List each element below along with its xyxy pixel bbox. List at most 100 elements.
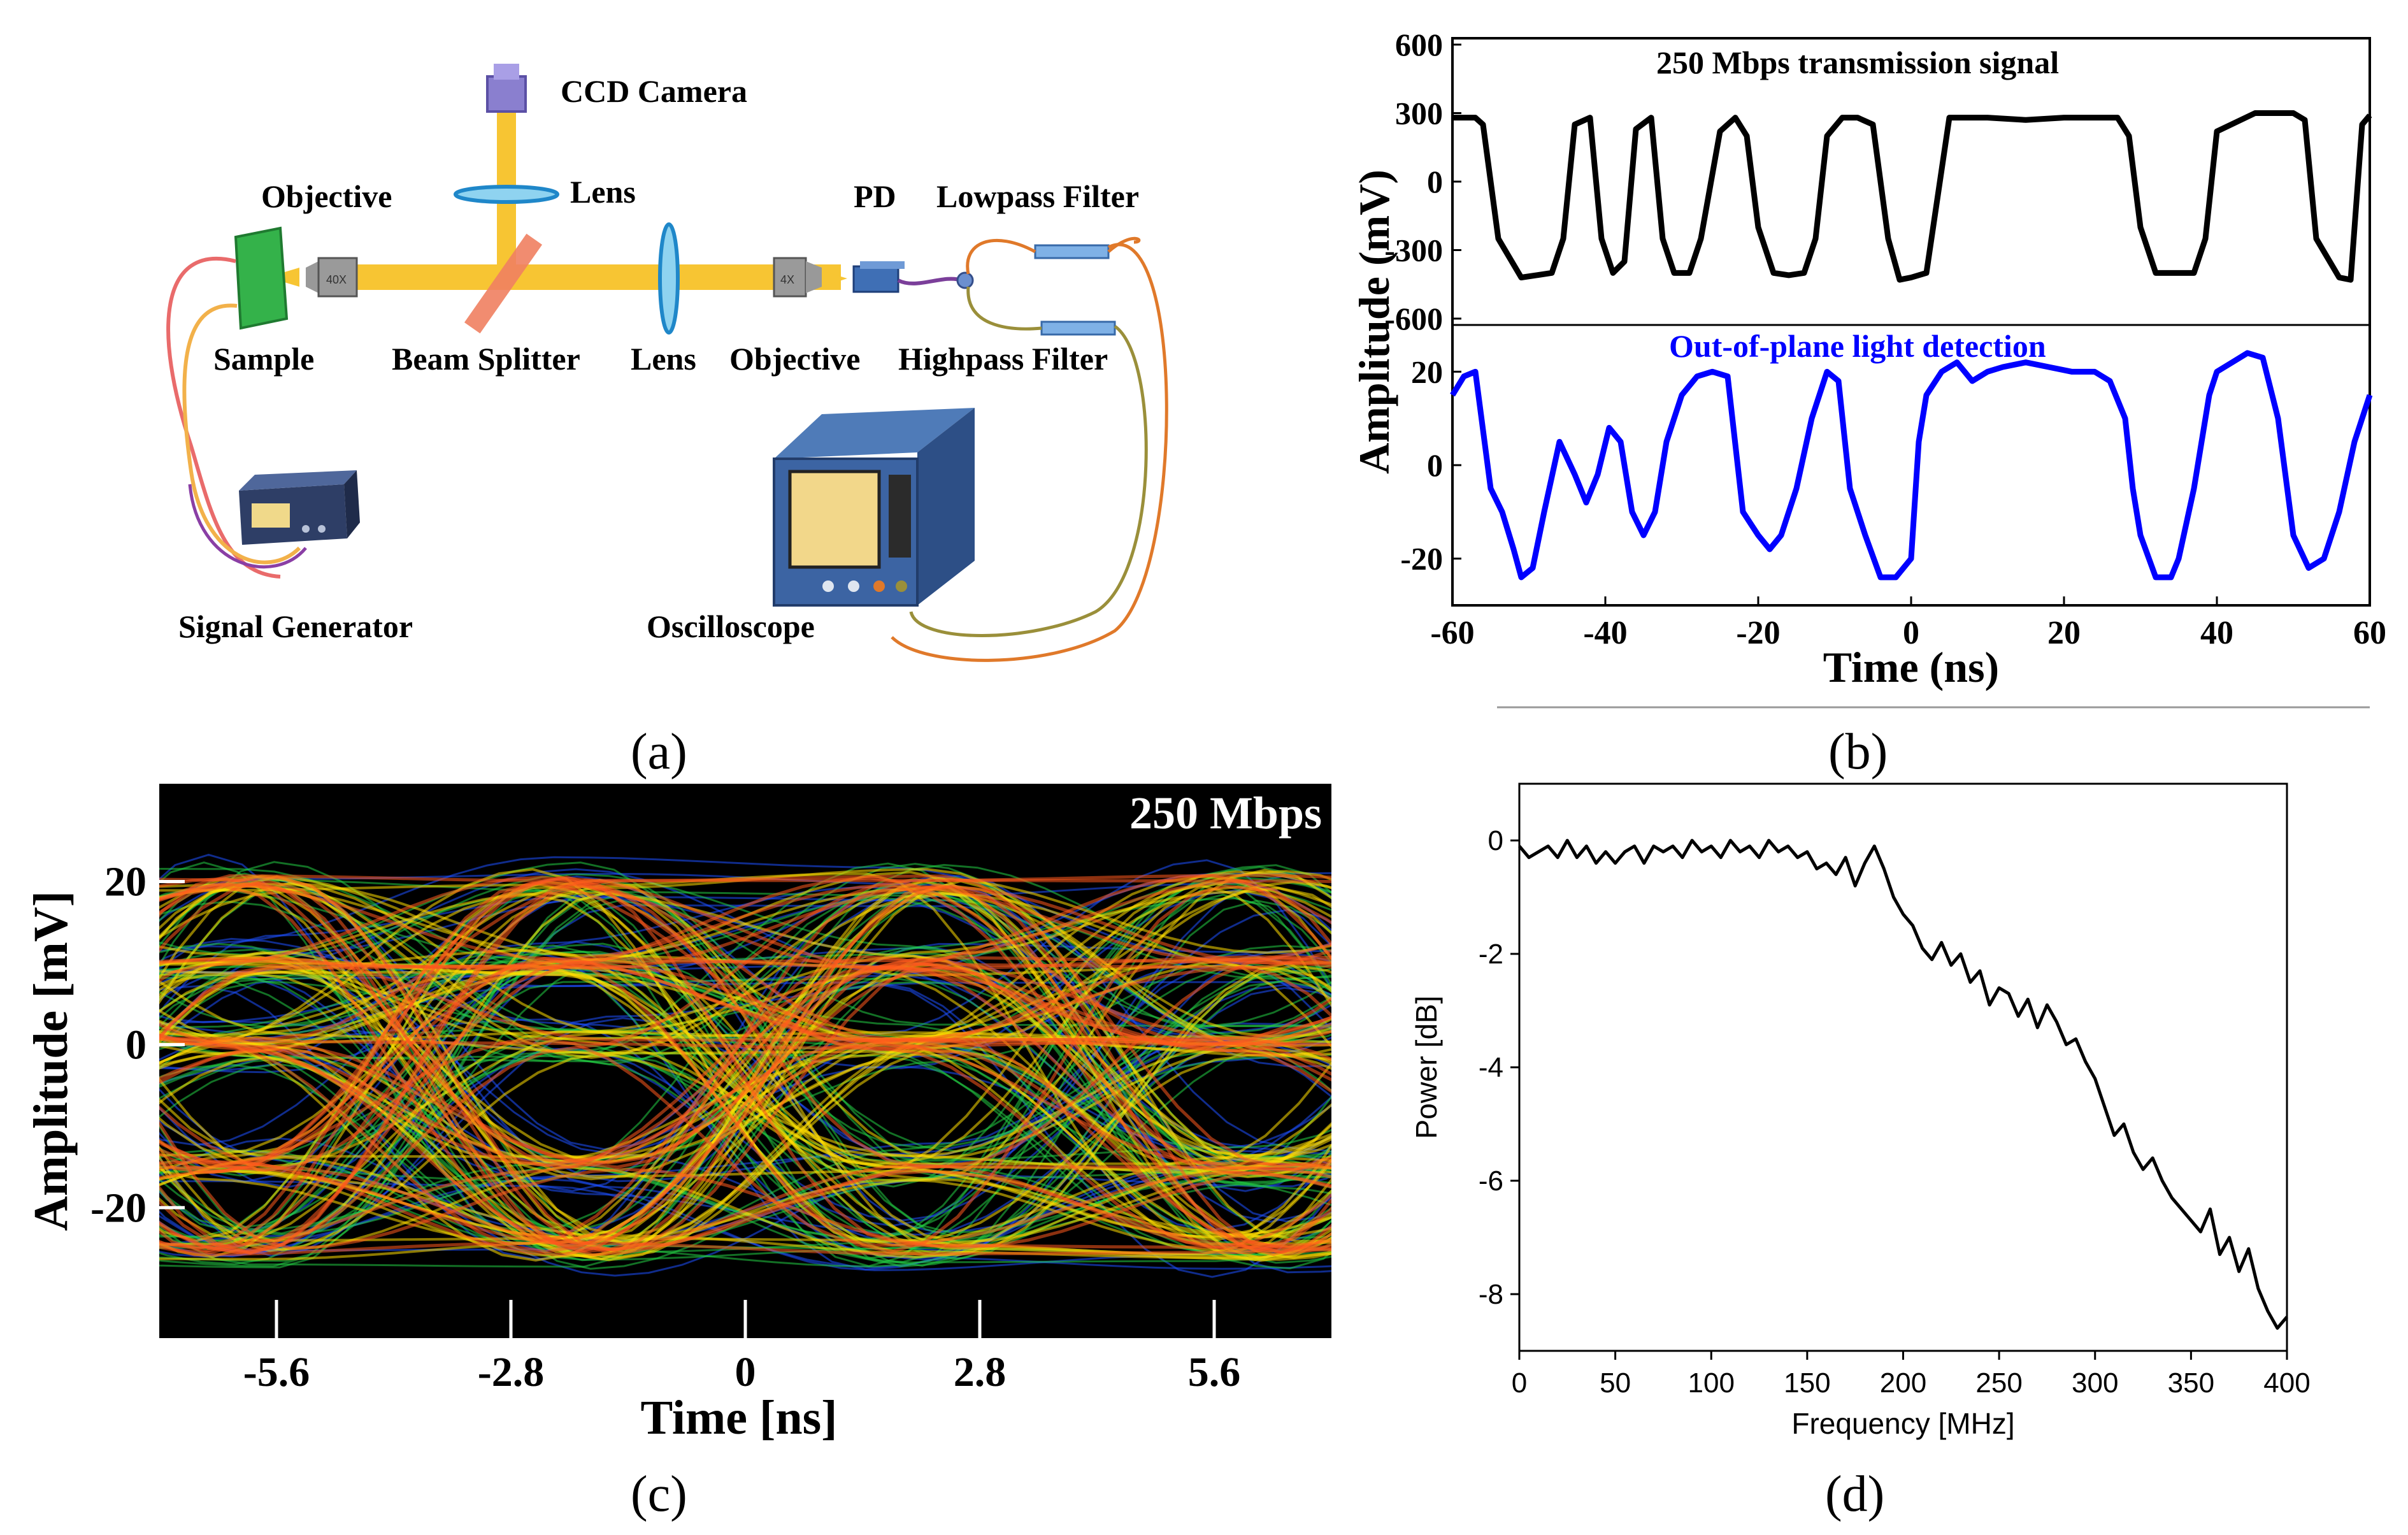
eye-trace-2 [159, 876, 1331, 1165]
eye-trace-0 [159, 886, 1331, 1098]
series-line-out-of-plane [1450, 350, 2373, 580]
eye-trace-2 [159, 880, 1331, 1260]
eye-trace-1 [159, 872, 1331, 1231]
eye-trace-3 [159, 1120, 1331, 1250]
caption-b: (b) [1828, 724, 1888, 780]
eye-trace-1 [159, 964, 1331, 1260]
y-tick-label: 20 [1411, 354, 1443, 389]
y-tick-label: 0 [1427, 164, 1443, 199]
eye-trace-2 [159, 884, 1331, 1178]
setup-diagram: CCD Camera Lens Beam Splitter Lens Sampl… [166, 64, 1168, 662]
x-tick-label: 2.8 [954, 1349, 1007, 1395]
eye-trace-3 [159, 1037, 1331, 1167]
eye-trace-2 [159, 877, 1331, 1241]
eye-trace-3 [159, 881, 1331, 1253]
lens-mid-icon [658, 222, 680, 335]
y-tick-label: 300 [1395, 96, 1443, 131]
x-tick-label: 40 [2200, 615, 2233, 651]
y-tick-label: -2 [1479, 939, 1503, 970]
eye-trace-3 [159, 961, 1331, 1257]
oscilloscope-icon [773, 408, 975, 607]
eye-trace-3 [159, 877, 1331, 1189]
eye-trace-3 [159, 1033, 1331, 1256]
chart-title: 250 Mbps [1129, 788, 1322, 839]
eye-trace-2 [159, 964, 1331, 1165]
eye-trace-2 [159, 957, 1331, 1262]
eye-trace-2 [159, 881, 1331, 1245]
eye-trace-0 [159, 890, 1331, 1255]
beam-to-pd [822, 271, 847, 287]
eye-trace-3 [159, 955, 1331, 1172]
legend-transmission: 250 Mbps transmission signal [1656, 45, 2059, 80]
x-tick-label: 0 [735, 1349, 756, 1395]
eye-trace-3 [159, 958, 1331, 1246]
eye-trace-1 [159, 944, 1331, 1236]
label-pd: PD [854, 178, 896, 214]
eye-trace-0 [159, 904, 1331, 1188]
eye-trace-3 [159, 877, 1331, 1253]
eye-trace-0 [159, 909, 1331, 1183]
eye-trace-3 [159, 876, 1331, 1253]
label-sample: Sample [213, 341, 314, 377]
y-axis-title: Amplitude [mV] [24, 891, 78, 1231]
y-tick-label: -20 [90, 1185, 147, 1231]
y-tick-label: 0 [1427, 447, 1443, 483]
label-lens-top: Lens [570, 174, 636, 210]
x-tick-label: 20 [2047, 615, 2081, 651]
eye-trace-2 [159, 891, 1331, 1253]
eye-trace-2 [159, 945, 1331, 1046]
eye-trace-3 [159, 1034, 1331, 1248]
eye-trace-3 [159, 874, 1331, 1255]
y-tick-label: 0 [1488, 825, 1503, 856]
eye-trace-2 [159, 967, 1331, 1239]
x-tick-label: -60 [1430, 615, 1474, 651]
x-tick-label: 150 [1784, 1367, 1830, 1399]
eye-trace-3 [159, 876, 1331, 1052]
y-tick-label: -6 [1479, 1165, 1503, 1197]
eye-trace-2 [159, 955, 1331, 1179]
highpass-filter-icon [1040, 321, 1116, 336]
pd-cable [897, 277, 963, 285]
eye-trace-3 [159, 956, 1331, 1254]
beam-splitter-icon [464, 233, 543, 334]
caption-d: (d) [1825, 1466, 1885, 1522]
x-axis-title: Time (ns) [1823, 643, 1999, 691]
eye-trace-1 [159, 861, 1331, 1268]
eye-trace-2 [159, 882, 1331, 1244]
chart-b: -60 -40 -20 0 20 40 60 600 300 0 -300 -600 20 0 -20 Tim… [1350, 27, 2386, 709]
eye-trace-1 [159, 873, 1331, 1170]
eye-trace-3 [159, 881, 1331, 1257]
eye-trace-3 [159, 879, 1331, 1257]
cable-sample-2 [182, 303, 301, 565]
eye-trace-3 [159, 879, 1331, 1254]
y-axis-title: Power [dB] [1410, 996, 1443, 1139]
eye-trace-1 [159, 979, 1331, 1250]
x-axis-title: Time [ns] [641, 1391, 838, 1445]
x-tick-label: 50 [1600, 1367, 1631, 1399]
y-tick-label: -600 [1384, 301, 1443, 336]
label-objective-left: Objective [261, 178, 392, 214]
lowpass-filter-icon [1034, 244, 1110, 259]
x-tick-label: 5.6 [1188, 1349, 1241, 1395]
x-tick-label: -40 [1583, 615, 1627, 651]
y-tick-label: -8 [1479, 1279, 1503, 1310]
signal-generator-icon [239, 470, 360, 545]
eye-trace-1 [159, 953, 1331, 1195]
eye-trace-3 [159, 881, 1331, 1251]
x-tick-label: 0 [1903, 615, 1919, 651]
eye-trace-1 [159, 893, 1331, 1250]
eye-trace-0 [159, 981, 1331, 1257]
label-signal-generator: Signal Generator [178, 609, 413, 644]
sample-icon [234, 226, 289, 330]
eye-trace-0 [159, 984, 1331, 1277]
eye-trace-2 [159, 879, 1331, 1165]
eye-trace-3 [159, 955, 1331, 1257]
caption-c: (c) [631, 1466, 687, 1522]
y-tick-label: 0 [125, 1021, 147, 1068]
x-tick-label: -20 [1736, 615, 1780, 651]
eye-trace-1 [159, 881, 1331, 1267]
eye-trace-1 [159, 966, 1331, 1246]
objective-left-icon: 40X [306, 257, 358, 298]
tee-connector-icon [956, 271, 974, 289]
x-tick-label: 200 [1880, 1367, 1926, 1399]
